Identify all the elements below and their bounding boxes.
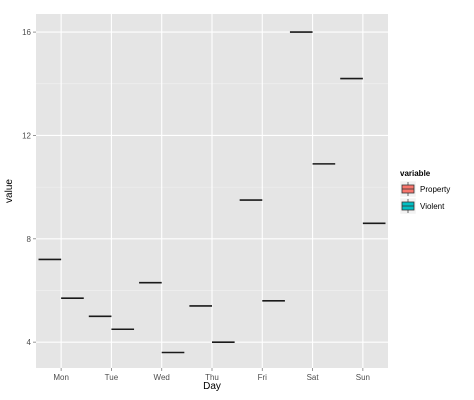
grid-major [36, 14, 388, 368]
y-tick-label-12: 12 [22, 131, 31, 140]
x-tick-label-mon: Mon [53, 373, 69, 382]
legend-label-violent: Violent [420, 202, 445, 211]
y-tick-label-8: 8 [27, 235, 32, 244]
x-tick-label-sat: Sat [307, 373, 320, 382]
x-axis-title: Day [203, 381, 221, 392]
legend-keys: Property Violent [399, 180, 450, 215]
x-tick-label-wed: Wed [154, 373, 170, 382]
y-axis: 4 8 12 16 [22, 28, 36, 347]
x-axis: Mon Tue Wed Thu Fri Sat Sun [53, 368, 370, 382]
x-tick-label-thu: Thu [205, 373, 219, 382]
legend-label-property: Property [420, 185, 450, 194]
x-tick-label-tue: Tue [105, 373, 119, 382]
legend: variable Property Violent [399, 169, 450, 215]
y-tick-label-16: 16 [22, 28, 31, 37]
boxplot-marks [38, 31, 386, 354]
y-tick-label-4: 4 [27, 338, 32, 347]
y-axis-title: value [4, 179, 15, 203]
x-tick-label-sun: Sun [356, 373, 370, 382]
x-tick-label-fri: Fri [258, 373, 268, 382]
legend-title: variable [400, 169, 431, 178]
